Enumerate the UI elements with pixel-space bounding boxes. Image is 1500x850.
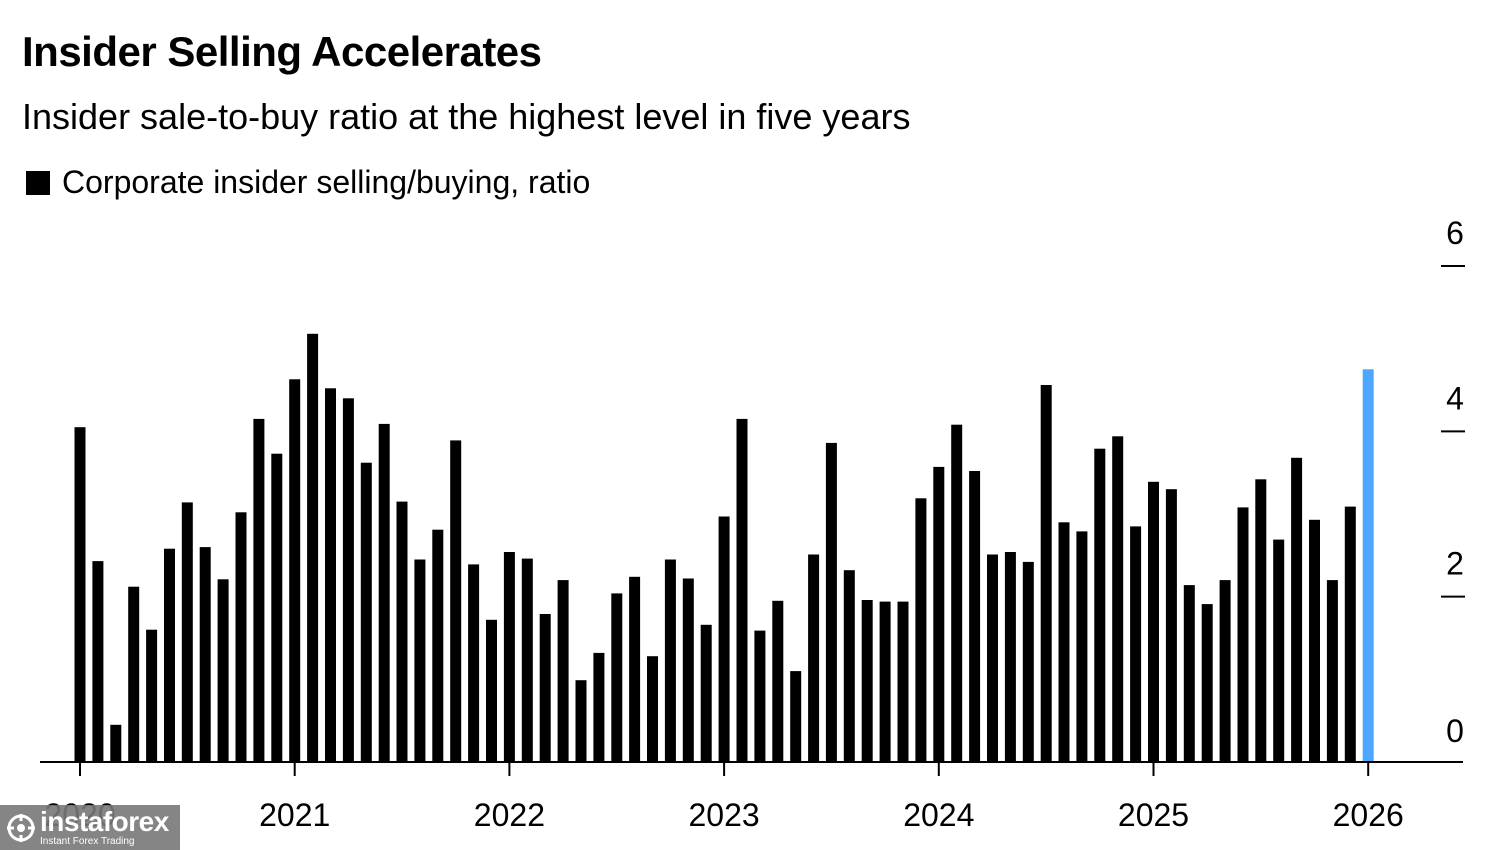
bar: [1183, 585, 1195, 762]
watermark: instaforex Instant Forex Trading: [0, 805, 180, 850]
bar: [1201, 604, 1213, 762]
bar: [647, 656, 658, 762]
bar: [110, 724, 122, 762]
x-tick-label: 2023: [689, 797, 760, 833]
bar: [1237, 507, 1249, 762]
bar: [987, 554, 998, 762]
bar: [754, 630, 766, 762]
watermark-brand: instaforex: [40, 806, 169, 837]
instaforex-logo-icon: [7, 813, 35, 842]
bar: [253, 418, 265, 762]
legend-label: Corporate insider selling/buying, ratio: [62, 164, 591, 200]
bar: [593, 652, 605, 762]
bar: [682, 578, 694, 762]
bar: [915, 498, 927, 762]
x-tick-label: 2022: [474, 797, 545, 833]
bar-highlighted: [1362, 369, 1374, 762]
bar: [1326, 580, 1338, 762]
legend-swatch: [26, 170, 50, 195]
bar: [700, 624, 712, 762]
y-tick-label: 4: [1446, 380, 1464, 416]
x-tick-label: 2026: [1333, 797, 1404, 833]
bar: [539, 614, 551, 762]
bar: [486, 619, 497, 762]
bar: [629, 576, 641, 762]
bar: [718, 516, 730, 762]
bar: [307, 333, 319, 762]
bar: [1058, 522, 1070, 762]
bar: [235, 512, 247, 762]
y-tick-label: 6: [1446, 215, 1464, 251]
watermark-tagline: Instant Forex Trading: [40, 836, 135, 847]
bar: [897, 601, 909, 762]
bar: [772, 600, 784, 762]
x-tick-label: 2025: [1118, 797, 1189, 833]
bar: [217, 579, 229, 762]
bar: [1022, 561, 1034, 762]
bar: [360, 462, 372, 762]
bar: [575, 680, 587, 762]
y-tick-label: 0: [1446, 713, 1464, 749]
bar: [503, 552, 515, 762]
bar: [414, 559, 426, 762]
bar: [790, 671, 802, 762]
bar: [736, 418, 748, 762]
bar: [1219, 580, 1231, 762]
bar: [1040, 385, 1052, 762]
bar: [861, 600, 873, 762]
bar: [1130, 526, 1142, 762]
bar: [74, 427, 86, 762]
bar: [611, 593, 623, 762]
bar: [951, 424, 963, 762]
bar: [396, 501, 408, 762]
bar: [468, 564, 480, 762]
bar: [843, 570, 855, 762]
bar: [1076, 531, 1088, 762]
bar: [289, 379, 301, 762]
bar: [879, 601, 891, 762]
bar: [92, 561, 104, 762]
bar: [432, 529, 444, 762]
bar: [199, 547, 211, 762]
bar: [825, 442, 837, 762]
bar: [969, 471, 981, 762]
bar: [342, 398, 354, 762]
bar: [1004, 552, 1016, 762]
bar: [1309, 519, 1320, 762]
bar: [1112, 436, 1124, 762]
chart-subtitle: Insider sale-to-buy ratio at the highest…: [22, 96, 911, 137]
chart-legend: Corporate insider selling/buying, ratio: [26, 164, 590, 201]
x-tick-label: 2021: [259, 797, 330, 833]
bar: [1273, 539, 1285, 762]
bar: [164, 548, 175, 762]
bar: [128, 586, 140, 762]
bar: [1165, 489, 1177, 762]
y-tick-label: 2: [1446, 546, 1464, 582]
bar: [1344, 506, 1356, 762]
bar: [1255, 479, 1267, 762]
bar: [450, 440, 462, 762]
bar: [271, 453, 283, 762]
bar: [521, 558, 533, 762]
bar: [181, 502, 193, 762]
bar: [1148, 481, 1159, 762]
bar: [146, 629, 158, 762]
bar: [557, 580, 569, 762]
bar: [664, 559, 676, 762]
chart-title: Insider Selling Accelerates: [22, 28, 542, 75]
bar: [325, 388, 336, 762]
bar: [808, 554, 820, 762]
x-tick-label: 2024: [903, 797, 974, 833]
bar: [933, 466, 945, 762]
bar: [378, 423, 390, 762]
bar: [1291, 457, 1303, 762]
bar: [1094, 448, 1106, 762]
